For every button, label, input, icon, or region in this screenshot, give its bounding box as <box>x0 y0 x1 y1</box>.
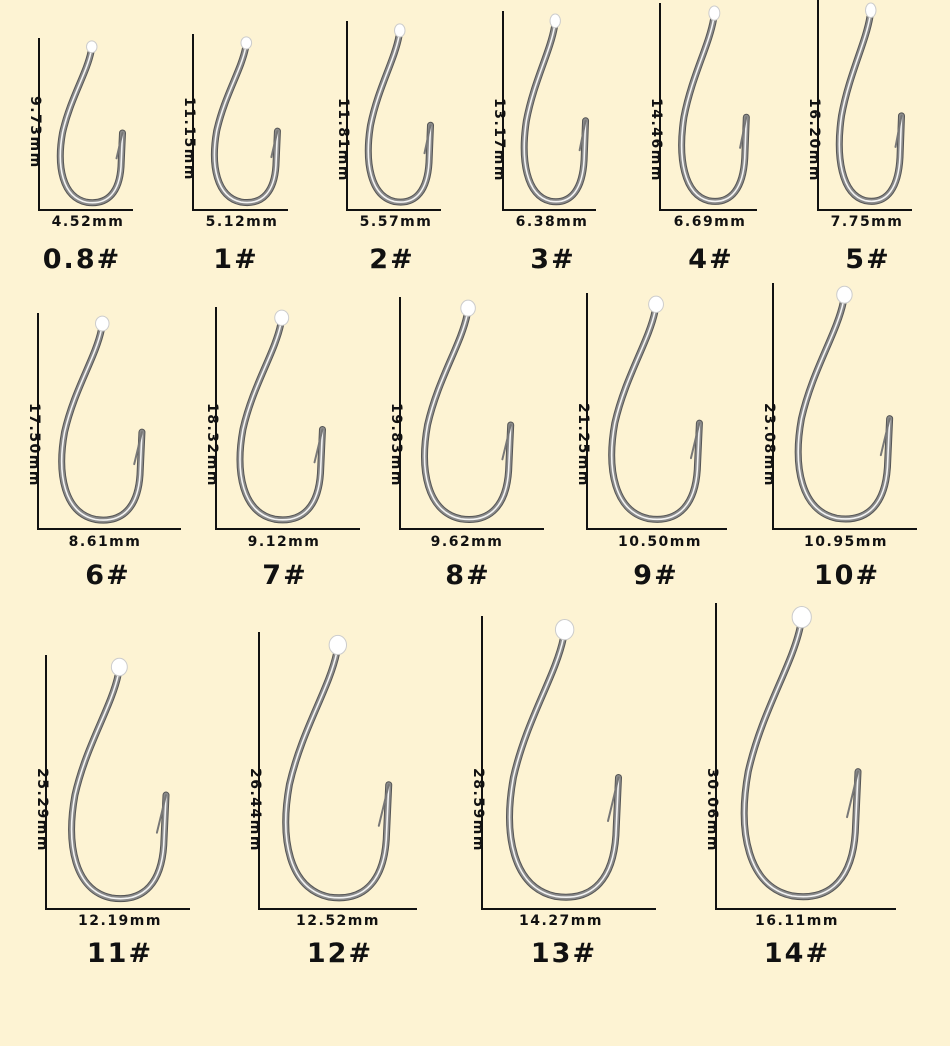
width-label: 10.50mm <box>618 534 702 550</box>
length-label: 9.73mm <box>27 95 43 169</box>
length-axis <box>38 38 40 210</box>
length-label: 28.59mm <box>470 768 486 852</box>
width-label: 4.52mm <box>51 214 125 230</box>
length-axis <box>346 21 348 210</box>
width-axis <box>38 209 133 211</box>
fishing-hook-icon <box>360 23 435 209</box>
fishing-hook-icon <box>51 315 148 528</box>
width-label: 14.27mm <box>519 913 603 929</box>
hook-size-label: 0.8# <box>42 244 122 275</box>
width-label: 6.38mm <box>515 214 589 230</box>
width-label: 12.52mm <box>296 913 380 929</box>
length-label: 18.32mm <box>204 403 220 487</box>
hook-size-label: 6# <box>85 560 131 591</box>
length-label: 21.25mm <box>575 403 591 487</box>
fishing-hook-icon <box>673 5 751 209</box>
fishing-hook-icon <box>495 618 626 908</box>
width-axis <box>817 209 912 211</box>
length-axis <box>715 603 717 909</box>
fishing-hook-icon <box>206 36 282 209</box>
width-axis <box>586 528 727 530</box>
hook-size-label: 9# <box>633 560 679 591</box>
width-axis <box>37 528 181 530</box>
length-label: 26.44mm <box>247 768 263 852</box>
hook-size-label: 4# <box>688 244 734 275</box>
length-axis <box>399 297 401 529</box>
width-axis <box>772 528 917 530</box>
width-label: 7.75mm <box>830 214 904 230</box>
hook-size-label: 8# <box>445 560 491 591</box>
width-axis <box>45 908 190 910</box>
length-axis <box>258 632 260 909</box>
length-axis <box>659 3 661 210</box>
hook-size-label: 10# <box>813 560 881 591</box>
fishing-hook-icon <box>729 605 866 908</box>
width-label: 9.62mm <box>430 534 504 550</box>
length-axis <box>502 11 504 210</box>
fishing-hook-icon <box>831 2 906 209</box>
width-label: 9.12mm <box>247 534 321 550</box>
length-label: 16.20mm <box>806 98 822 182</box>
width-axis <box>715 908 896 910</box>
length-label: 11.81mm <box>335 98 351 182</box>
width-label: 12.19mm <box>78 913 162 929</box>
fishing-hook-icon <box>59 657 173 908</box>
fishing-hook-icon <box>516 13 590 209</box>
length-label: 17.50mm <box>26 403 42 487</box>
width-label: 5.57mm <box>359 214 433 230</box>
length-axis <box>481 616 483 909</box>
fishing-hook-icon <box>786 285 896 528</box>
length-axis <box>772 283 774 529</box>
hook-size-label: 3# <box>530 244 576 275</box>
width-label: 8.61mm <box>68 534 142 550</box>
length-axis <box>215 307 217 529</box>
width-label: 6.69mm <box>673 214 747 230</box>
length-axis <box>817 0 819 210</box>
hook-size-label: 5# <box>845 244 891 275</box>
length-axis <box>586 293 588 529</box>
length-label: 11.15mm <box>181 97 197 181</box>
length-label: 30.06mm <box>704 768 720 852</box>
fishing-hook-icon <box>229 309 328 528</box>
width-axis <box>215 528 360 530</box>
width-axis <box>192 209 288 211</box>
hook-size-label: 2# <box>369 244 415 275</box>
width-label: 5.12mm <box>205 214 279 230</box>
hook-size-label: 1# <box>213 244 259 275</box>
length-label: 25.29mm <box>34 768 50 852</box>
hook-size-label: 11# <box>86 938 154 969</box>
length-label: 14.46mm <box>648 98 664 182</box>
hook-size-label: 14# <box>763 938 831 969</box>
length-label: 13.17mm <box>491 98 507 182</box>
width-label: 10.95mm <box>804 534 888 550</box>
hook-size-label: 7# <box>262 560 308 591</box>
width-axis <box>399 528 544 530</box>
width-axis <box>481 908 656 910</box>
width-axis <box>346 209 441 211</box>
length-label: 19.83mm <box>388 403 404 487</box>
fishing-hook-icon <box>52 40 127 209</box>
hook-size-label: 13# <box>530 938 598 969</box>
fishing-hook-icon <box>413 299 517 528</box>
width-axis <box>659 209 757 211</box>
fishing-hook-icon <box>600 295 706 528</box>
length-axis <box>192 34 194 210</box>
width-label: 16.11mm <box>755 913 839 929</box>
width-axis <box>258 908 417 910</box>
hook-size-label: 12# <box>306 938 374 969</box>
length-label: 23.08mm <box>761 403 777 487</box>
fishing-hook-icon <box>272 634 396 908</box>
length-axis <box>45 655 47 909</box>
width-axis <box>502 209 596 211</box>
length-axis <box>37 313 39 529</box>
